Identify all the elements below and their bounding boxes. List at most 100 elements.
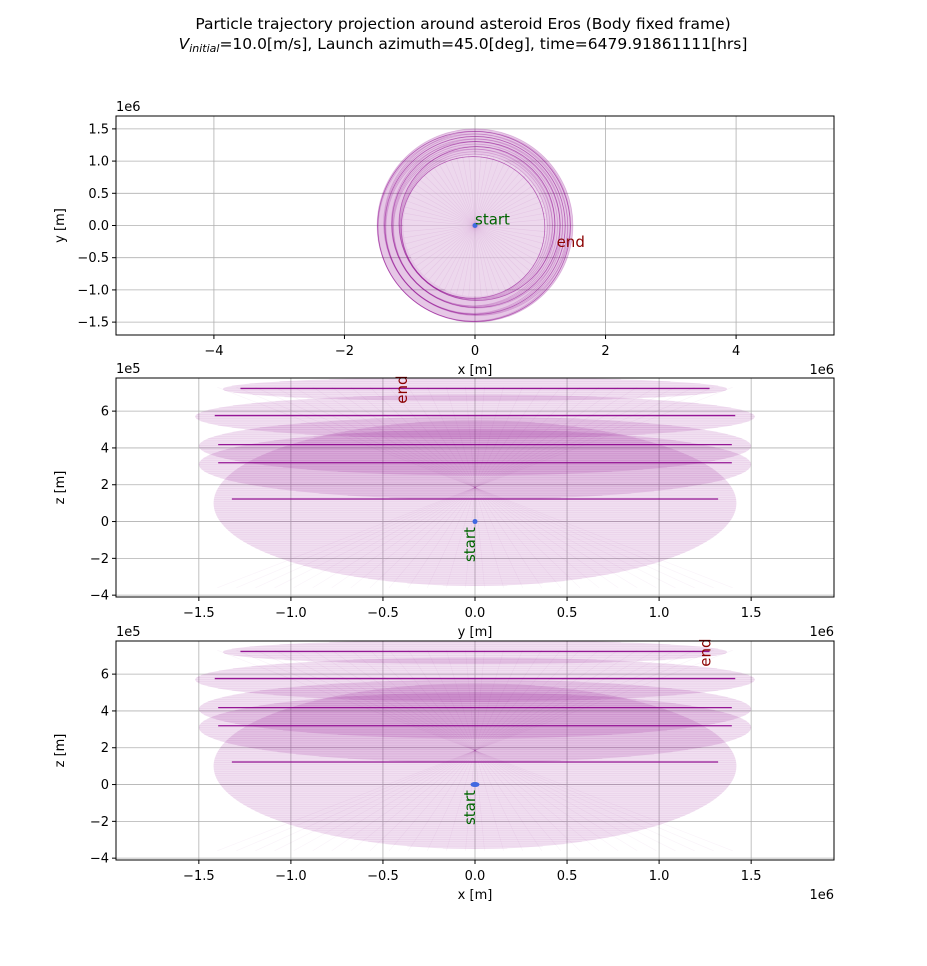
cross-trace: [274, 386, 676, 589]
x-tick-label: −1.5: [183, 606, 215, 621]
xz-projection-panel: start end −1.5 −1.0 −0.5 0.0 0.5 1.0 1.5 −4 −2 0 2 4 6…: [53, 625, 835, 903]
cross-trace: [312, 386, 638, 589]
cross-trace: [274, 386, 676, 589]
cross-trace: [255, 649, 695, 852]
cross-trace: [217, 386, 733, 589]
cross-trace: [350, 386, 600, 589]
radial-trace: [474, 225, 545, 245]
radial-trace: [419, 179, 476, 226]
orbit-ring: [400, 156, 546, 299]
x-tick-label: −1.5: [183, 869, 215, 884]
cross-trace: [236, 649, 714, 852]
radial-trace: [428, 171, 476, 226]
cross-trace: [274, 649, 676, 852]
cross-trace: [465, 387, 485, 588]
cross-trace: [446, 650, 504, 851]
orbit-ring: [385, 141, 561, 314]
cross-trace: [293, 649, 657, 852]
start-label: start: [461, 527, 479, 562]
cross-trace: [465, 650, 485, 851]
radial-trace: [474, 225, 541, 256]
orbit-ring: [400, 153, 548, 300]
cross-trace: [236, 386, 714, 589]
trajectory-layer: [376, 128, 574, 323]
x-tick-label: −4: [204, 344, 223, 359]
trajectory-band: [195, 657, 755, 702]
radial-trace: [474, 158, 500, 226]
radial-trace: [474, 189, 538, 226]
y-offset-label: 1e5: [116, 362, 141, 377]
radial-trace: [474, 200, 543, 226]
trajectory-band: [213, 683, 737, 849]
orbit-ring: [399, 151, 551, 300]
cross-trace: [331, 386, 619, 589]
radial-trace: [412, 189, 476, 226]
cross-trace: [312, 649, 638, 852]
radial-trace: [474, 171, 522, 226]
cross-trace: [426, 387, 524, 588]
cross-trace: [369, 649, 581, 852]
y-tick-label: 2: [101, 478, 109, 493]
x-tick-label: −0.5: [367, 606, 399, 621]
y-tick-label: −1.0: [77, 283, 109, 298]
radial-trace: [419, 225, 476, 272]
radial-trace: [407, 200, 476, 226]
end-label: end: [697, 638, 715, 666]
orbit-ring: [376, 128, 574, 323]
radial-trace: [474, 225, 531, 272]
radial-trace: [405, 206, 476, 226]
radial-trace: [474, 161, 506, 226]
x-tick-label: −1.0: [275, 606, 307, 621]
radial-trace: [456, 156, 476, 226]
y-tick-label: −1.5: [77, 316, 109, 331]
cross-trace: [369, 386, 581, 589]
radial-trace: [404, 212, 476, 226]
trajectory-band: [198, 679, 752, 739]
radial-trace: [409, 195, 476, 226]
x-tick-label: 0.0: [465, 606, 486, 621]
y-axis-label: z [m]: [53, 734, 68, 768]
y-axis-label: z [m]: [53, 471, 68, 505]
radial-trace: [403, 225, 476, 232]
radial-trace: [474, 225, 534, 267]
grid-lines: [116, 641, 834, 860]
radial-trace: [474, 156, 494, 226]
trajectory-band: [198, 416, 752, 476]
radial-trace: [474, 154, 482, 226]
orbit-ring: [393, 148, 553, 307]
grid-lines: [116, 378, 834, 597]
radial-trace: [474, 212, 546, 226]
y-tick-label: −2: [90, 815, 109, 830]
radial-trace: [450, 225, 476, 293]
trajectory-layer: [195, 641, 755, 852]
radial-trace: [444, 225, 476, 290]
radial-trace: [474, 225, 546, 239]
orbit-ring: [392, 146, 556, 307]
end-label: end: [393, 375, 411, 403]
radial-trace: [474, 225, 522, 280]
cross-trace: [331, 649, 619, 852]
cross-trace: [446, 387, 504, 588]
cross-trace: [331, 386, 619, 589]
y-tick-label: 6: [101, 405, 109, 420]
radial-trace: [474, 225, 488, 296]
cross-trace: [274, 649, 676, 852]
x-offset-label: 1e6: [809, 625, 834, 640]
yz-projection-panel: start end −1.5 −1.0 −0.5 0.0 0.5 1.0 1.5 −4 −2 0 2 4 6…: [53, 362, 835, 640]
x-tick-label: 0.5: [557, 606, 578, 621]
orbit-ring: [399, 148, 553, 301]
cross-trace: [446, 387, 504, 588]
radial-trace: [474, 225, 512, 288]
orbit-ring: [383, 133, 569, 316]
cross-trace: [350, 649, 600, 852]
cross-trace: [217, 649, 733, 852]
start-label: start: [475, 211, 510, 229]
radial-trace: [474, 179, 531, 226]
radial-trace: [405, 225, 476, 245]
trajectory-band: [222, 378, 728, 402]
y-tick-label: −4: [90, 589, 109, 604]
y-tick-label: 4: [101, 441, 109, 456]
cross-trace: [255, 386, 695, 589]
cross-trace: [426, 650, 524, 851]
